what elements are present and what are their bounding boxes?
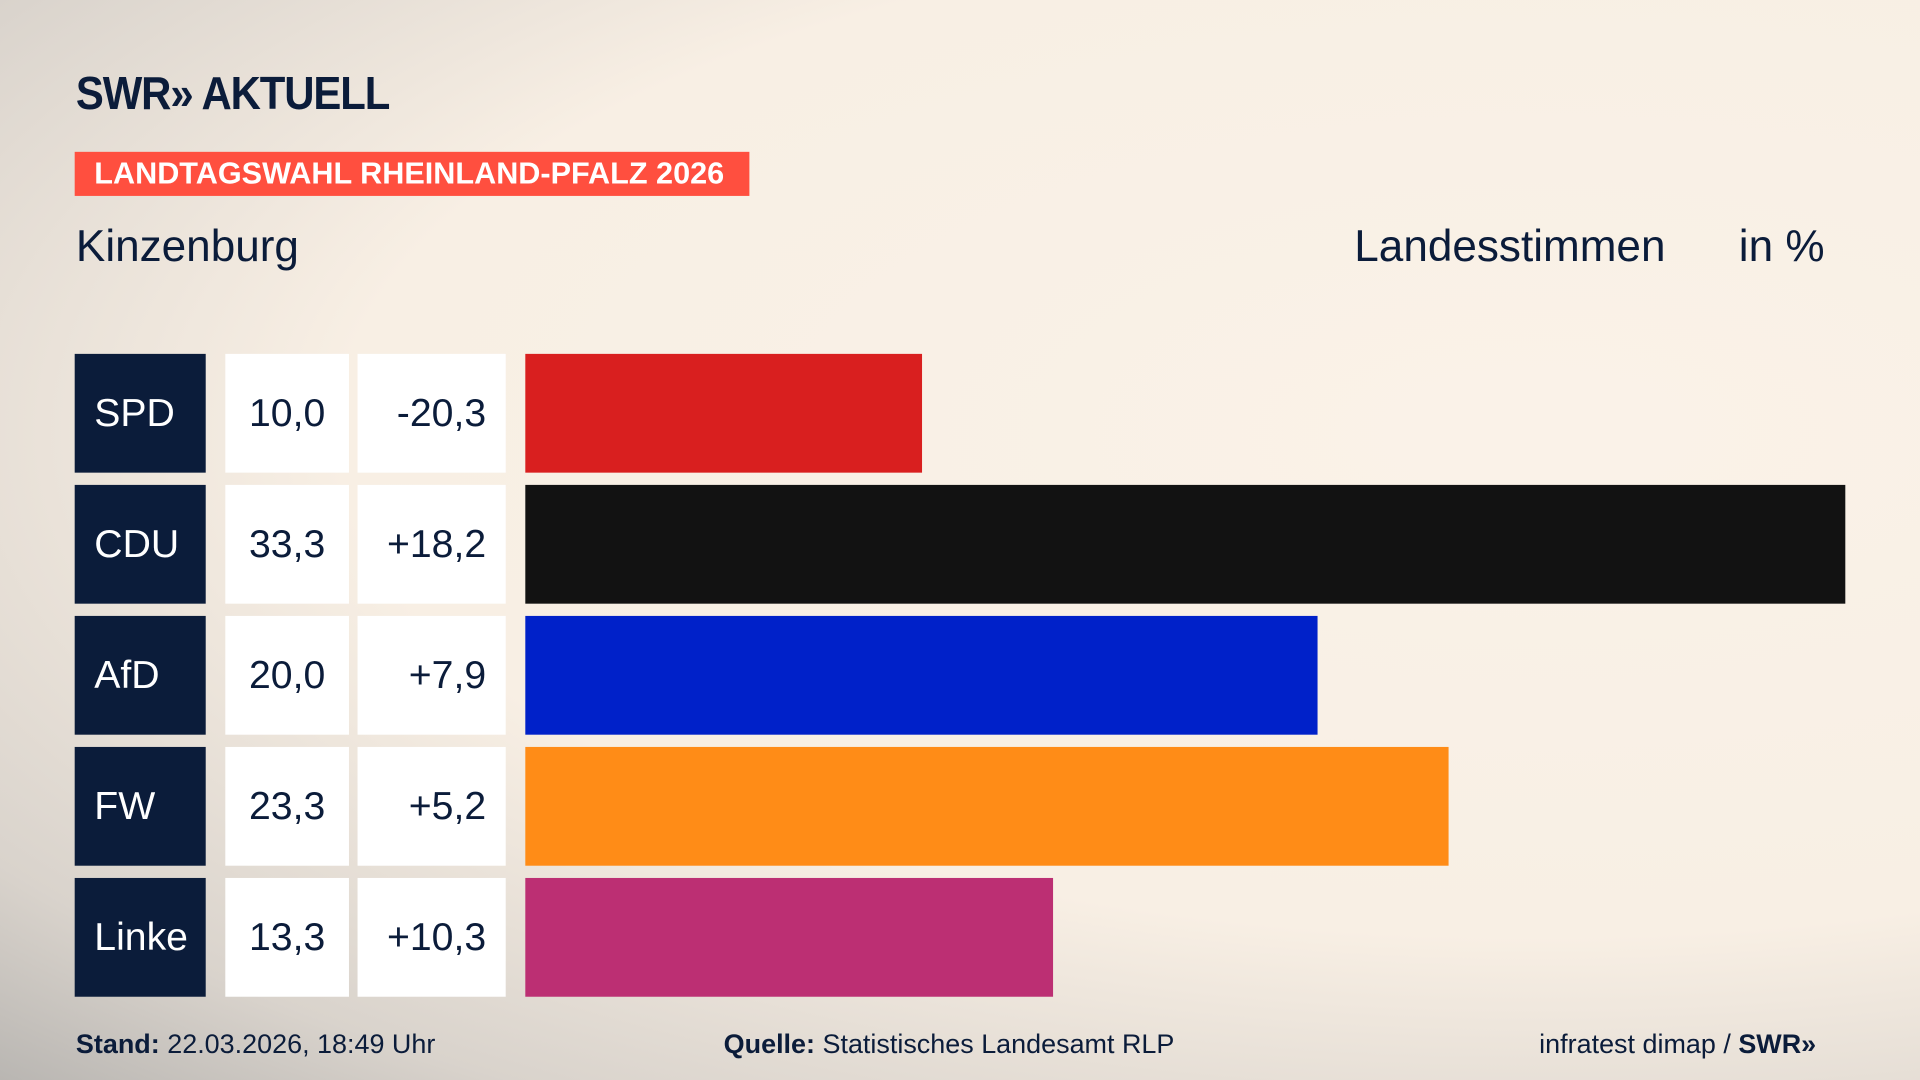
measure-label: Landesstimmen	[1354, 220, 1666, 271]
value-label: 13,3	[225, 877, 349, 997]
party-label: FW	[74, 746, 206, 866]
source-label: Quelle:	[723, 1028, 815, 1060]
bar-spd	[525, 353, 922, 473]
party-label: AfD	[74, 615, 206, 735]
election-badge: LANDTAGSWAHL RHEINLAND-PFALZ 2026	[74, 151, 750, 196]
value-label: 10,0	[225, 353, 349, 473]
stand-value: 22.03.2026, 18:49 Uhr	[167, 1028, 436, 1060]
bar-afd	[525, 615, 1319, 735]
credit-text: infratest dimap /	[1539, 1028, 1739, 1060]
diff-label: +5,2	[357, 746, 506, 866]
swr-logo: SWR»	[1738, 1028, 1817, 1060]
place-title: Kinzenburg	[75, 220, 299, 271]
stand-label: Stand:	[75, 1028, 160, 1060]
diff-label: -20,3	[357, 353, 506, 473]
diff-label: +18,2	[357, 484, 506, 604]
value-label: 23,3	[225, 746, 349, 866]
party-label: CDU	[74, 484, 206, 604]
party-label: Linke	[74, 877, 206, 997]
bar-linke	[525, 877, 1053, 997]
party-label: SPD	[74, 353, 206, 473]
value-label: 33,3	[225, 484, 349, 604]
credit: infratest dimap / SWR»	[1539, 1029, 1816, 1061]
source-value: Statistisches Landesamt RLP	[822, 1028, 1175, 1060]
bar-cdu	[525, 484, 1846, 604]
value-label: 20,0	[225, 615, 349, 735]
diff-label: +7,9	[357, 615, 506, 735]
unit-label: in %	[1738, 220, 1825, 271]
stand-info: Stand: 22.03.2026, 18:49 Uhr	[76, 1029, 435, 1061]
diff-label: +10,3	[357, 877, 506, 997]
swr-aktuell-logo: SWR» AKTUELL	[75, 68, 390, 121]
source-info: Quelle: Statistisches Landesamt RLP	[724, 1029, 1175, 1061]
bar-fw	[525, 746, 1449, 866]
